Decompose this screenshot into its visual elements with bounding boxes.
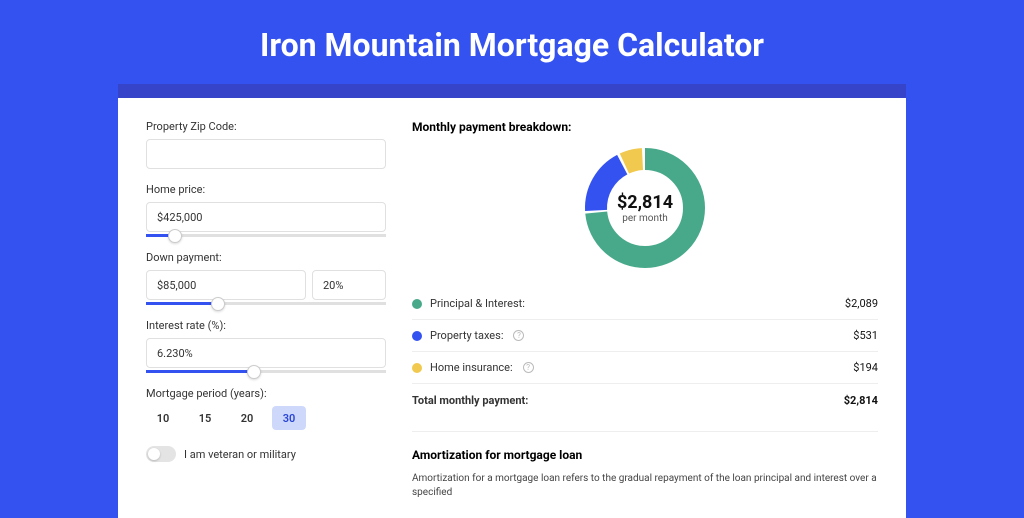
breakdown-item-value: $194 <box>853 361 878 374</box>
section-divider <box>412 431 878 432</box>
period-option-20[interactable]: 20 <box>230 406 264 430</box>
period-option-15[interactable]: 15 <box>188 406 222 430</box>
info-icon[interactable]: ? <box>523 362 534 373</box>
interest-input[interactable] <box>146 338 386 368</box>
breakdown-item-value: $2,089 <box>845 297 878 310</box>
breakdown-row: Home insurance:? $194 <box>412 352 878 383</box>
zip-field: Property Zip Code: <box>146 120 386 169</box>
donut-center: $2,814 per month <box>583 146 707 270</box>
zip-input[interactable] <box>146 139 386 169</box>
breakdown-row: Principal & Interest: $2,089 <box>412 288 878 319</box>
home-price-input[interactable] <box>146 202 386 232</box>
veteran-row: I am veteran or military <box>146 446 386 462</box>
breakdown-item-label: Principal & Interest: <box>430 297 525 310</box>
breakdown-row: Property taxes:? $531 <box>412 320 878 351</box>
donut-amount: $2,814 <box>617 192 673 213</box>
breakdown-panel: Monthly payment breakdown: $2,814 per mo… <box>412 120 878 518</box>
veteran-toggle[interactable] <box>146 446 176 462</box>
donut-sub: per month <box>622 213 668 224</box>
amortization-heading: Amortization for mortgage loan <box>412 448 878 462</box>
swatch-icon <box>412 363 422 373</box>
period-option-10[interactable]: 10 <box>146 406 180 430</box>
swatch-icon <box>412 331 422 341</box>
total-label: Total monthly payment: <box>412 394 528 407</box>
breakdown-item-label: Home insurance: <box>430 361 513 374</box>
home-price-label: Home price: <box>146 183 386 196</box>
slider-thumb[interactable] <box>211 297 225 311</box>
amortization-text: Amortization for a mortgage loan refers … <box>412 472 878 500</box>
down-payment-input[interactable] <box>146 270 306 300</box>
down-payment-field: Down payment: <box>146 251 386 305</box>
down-payment-pct-input[interactable] <box>312 270 386 300</box>
home-price-field: Home price: <box>146 183 386 237</box>
interest-slider[interactable] <box>146 370 386 373</box>
interest-label: Interest rate (%): <box>146 319 386 332</box>
calculator-card: Property Zip Code: Home price: Down paym… <box>118 98 906 518</box>
total-value: $2,814 <box>844 394 878 407</box>
total-row: Total monthly payment: $2,814 <box>412 384 878 417</box>
zip-label: Property Zip Code: <box>146 120 386 133</box>
period-option-30[interactable]: 30 <box>272 406 306 430</box>
info-icon[interactable]: ? <box>513 330 524 341</box>
breakdown-item-label: Property taxes: <box>430 329 503 342</box>
donut-chart: $2,814 per month <box>583 146 707 270</box>
down-payment-label: Down payment: <box>146 251 386 264</box>
breakdown-heading: Monthly payment breakdown: <box>412 120 878 134</box>
home-price-slider[interactable] <box>146 234 386 237</box>
form-panel: Property Zip Code: Home price: Down paym… <box>146 120 386 518</box>
period-label: Mortgage period (years): <box>146 387 386 400</box>
breakdown-item-value: $531 <box>853 329 878 342</box>
period-field: Mortgage period (years): 10 15 20 30 <box>146 387 386 430</box>
slider-thumb[interactable] <box>168 229 182 243</box>
donut-wrap: $2,814 per month <box>412 146 878 270</box>
slider-thumb[interactable] <box>247 365 261 379</box>
page-title: Iron Mountain Mortgage Calculator <box>0 0 1024 84</box>
swatch-icon <box>412 299 422 309</box>
interest-field: Interest rate (%): <box>146 319 386 373</box>
down-payment-slider[interactable] <box>146 302 386 305</box>
card-outer: Property Zip Code: Home price: Down paym… <box>118 84 906 518</box>
veteran-label: I am veteran or military <box>184 448 296 461</box>
